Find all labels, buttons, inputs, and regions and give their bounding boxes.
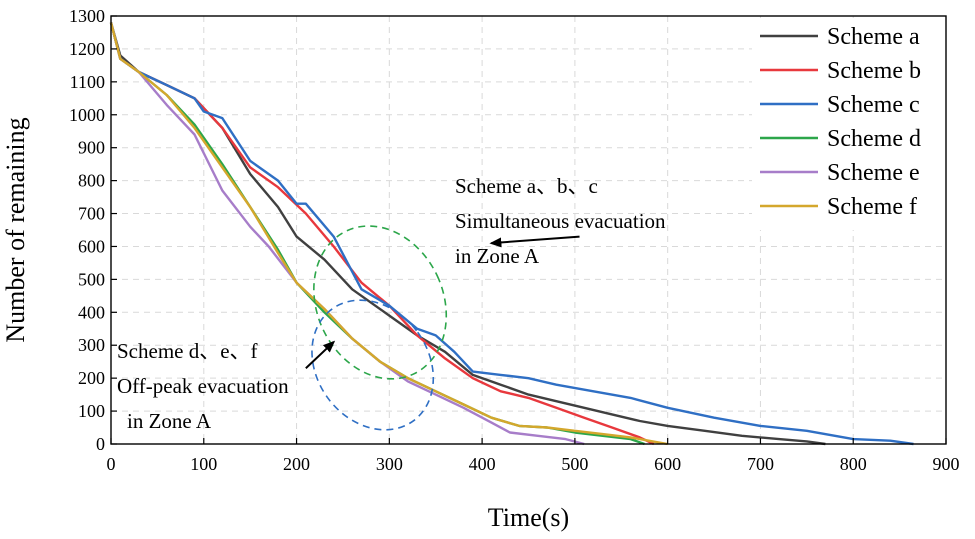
- x-tick-label: 800: [840, 454, 867, 474]
- legend-box: [752, 18, 944, 230]
- y-tick-label: 500: [78, 269, 105, 289]
- legend-item-b: Scheme b: [760, 58, 921, 84]
- y-tick-label: 200: [78, 368, 105, 388]
- x-tick-label: 500: [561, 454, 588, 474]
- legend-label-d: Scheme d: [827, 126, 921, 152]
- y-tick-label: 1200: [69, 39, 105, 59]
- annotation-ellipse: [313, 225, 448, 380]
- x-tick-label: 100: [190, 454, 217, 474]
- x-tick-label: 600: [654, 454, 681, 474]
- legend-label-f: Scheme f: [827, 194, 917, 220]
- annotation-text-line: Simultaneous evacuation: [455, 209, 666, 233]
- legend-label-a: Scheme a: [827, 24, 920, 50]
- y-tick-label: 0: [96, 434, 105, 454]
- y-tick-label: 800: [78, 171, 105, 191]
- y-tick-label: 1300: [69, 6, 105, 26]
- x-tick-label: 300: [376, 454, 403, 474]
- annotation-text-line: Scheme d、e、f: [117, 339, 258, 363]
- annotation-text-line: Scheme a、b、c: [455, 174, 598, 198]
- annotation-ellipse: [311, 299, 435, 431]
- legend-item-a: Scheme a: [760, 24, 920, 50]
- y-tick-label: 700: [78, 204, 105, 224]
- annotation-text-line: in Zone A: [127, 409, 212, 433]
- legend-item-f: Scheme f: [760, 194, 917, 220]
- x-tick-label: 900: [933, 454, 960, 474]
- legend-label-b: Scheme b: [827, 58, 921, 84]
- series-layer: [109, 22, 914, 446]
- annotation-arrow: [305, 340, 336, 370]
- series-line-c: [109, 22, 914, 446]
- y-axis-title: Number of remaining: [1, 117, 30, 342]
- x-axis-title: Time(s): [488, 503, 569, 532]
- x-tick-label: 0: [107, 454, 116, 474]
- annotation-arrow: [489, 235, 580, 248]
- plot-frame: [110, 15, 947, 445]
- y-tick-label: 900: [78, 138, 105, 158]
- legend-item-e: Scheme e: [760, 160, 920, 186]
- y-tick-label: 400: [78, 302, 105, 322]
- series-line-f: [109, 22, 668, 446]
- x-tick-label: 700: [747, 454, 774, 474]
- legend-item-d: Scheme d: [760, 126, 921, 152]
- y-tick-label: 1100: [70, 72, 105, 92]
- legend: Scheme a Scheme b Scheme c Scheme d Scheme e…: [752, 18, 944, 230]
- y-tick-label: 600: [78, 236, 105, 256]
- tick-layer: 0 100 200 300 400 500 600 700 800 900 0 100 200 300 40…: [69, 6, 960, 474]
- legend-label-e: Scheme e: [827, 160, 920, 186]
- legend-item-c: Scheme c: [760, 92, 920, 118]
- annotation-text-line: Off-peak evacuation: [117, 374, 289, 398]
- y-tick-label: 300: [78, 335, 105, 355]
- y-tick-label: 1000: [69, 105, 105, 125]
- annotation-layer: Scheme a、b、c Simultaneous evacuation in Zo…: [117, 174, 666, 433]
- annotation-text-line: in Zone A: [455, 244, 540, 268]
- x-tick-label: 400: [469, 454, 496, 474]
- x-tick-label: 200: [283, 454, 310, 474]
- y-tick-label: 100: [78, 401, 105, 421]
- legend-label-c: Scheme c: [827, 92, 920, 118]
